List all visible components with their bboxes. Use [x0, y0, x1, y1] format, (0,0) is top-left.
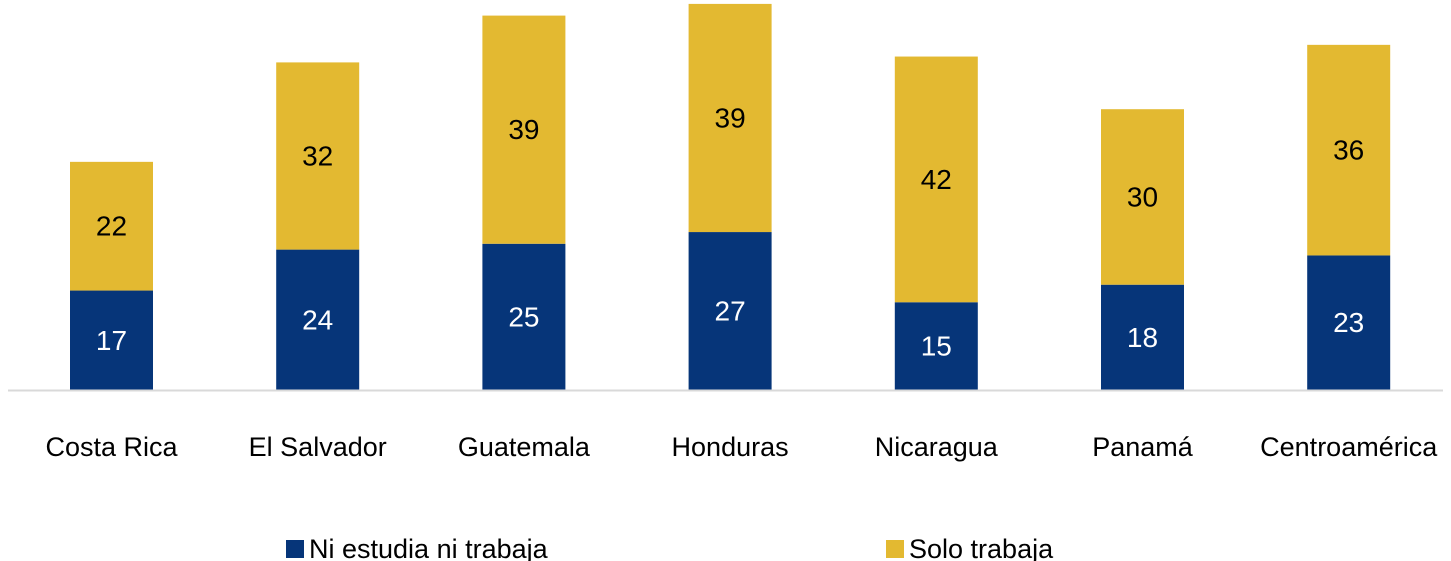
bar-segment	[70, 290, 153, 390]
bar-segment	[688, 3, 772, 233]
data-label: 23	[1333, 307, 1364, 338]
legend-label: Ni estudia ni trabaja	[309, 534, 549, 561]
bar-segment	[276, 62, 360, 250]
category-label: Panamá	[1092, 432, 1194, 462]
data-label: 25	[508, 301, 539, 332]
bar-segment	[894, 302, 978, 390]
category-label: Centroamérica	[1260, 432, 1438, 462]
bar-segment	[688, 232, 772, 390]
data-label: 24	[302, 304, 333, 335]
data-label: 36	[1333, 135, 1364, 166]
data-label: 22	[96, 211, 127, 242]
data-label: 32	[302, 141, 333, 172]
data-label: 18	[1127, 322, 1158, 353]
category-label: Honduras	[672, 432, 789, 462]
bar-segment	[276, 249, 360, 390]
data-label: 39	[715, 102, 746, 133]
bar-segment	[1307, 255, 1391, 390]
data-label: 30	[1127, 181, 1158, 212]
data-label: 39	[508, 114, 539, 145]
category-label: Guatemala	[458, 432, 591, 462]
data-label: 17	[96, 325, 127, 356]
data-label: 27	[715, 296, 746, 327]
category-label: Nicaragua	[875, 432, 999, 462]
bar-segment	[1101, 284, 1184, 390]
bar-segment	[482, 15, 566, 244]
bar-segment	[70, 161, 153, 291]
data-label: 42	[921, 164, 952, 195]
category-label: Costa Rica	[45, 432, 178, 462]
legend-label: Solo trabaja	[909, 534, 1054, 561]
bar-segment	[894, 56, 978, 303]
bar-segment	[1307, 44, 1391, 256]
bar-segment	[482, 243, 566, 390]
category-label: El Salvador	[249, 432, 387, 462]
legend-swatch	[886, 540, 904, 558]
data-label: 15	[921, 331, 952, 362]
legend-swatch	[286, 540, 304, 558]
bar-segment	[1101, 109, 1184, 285]
